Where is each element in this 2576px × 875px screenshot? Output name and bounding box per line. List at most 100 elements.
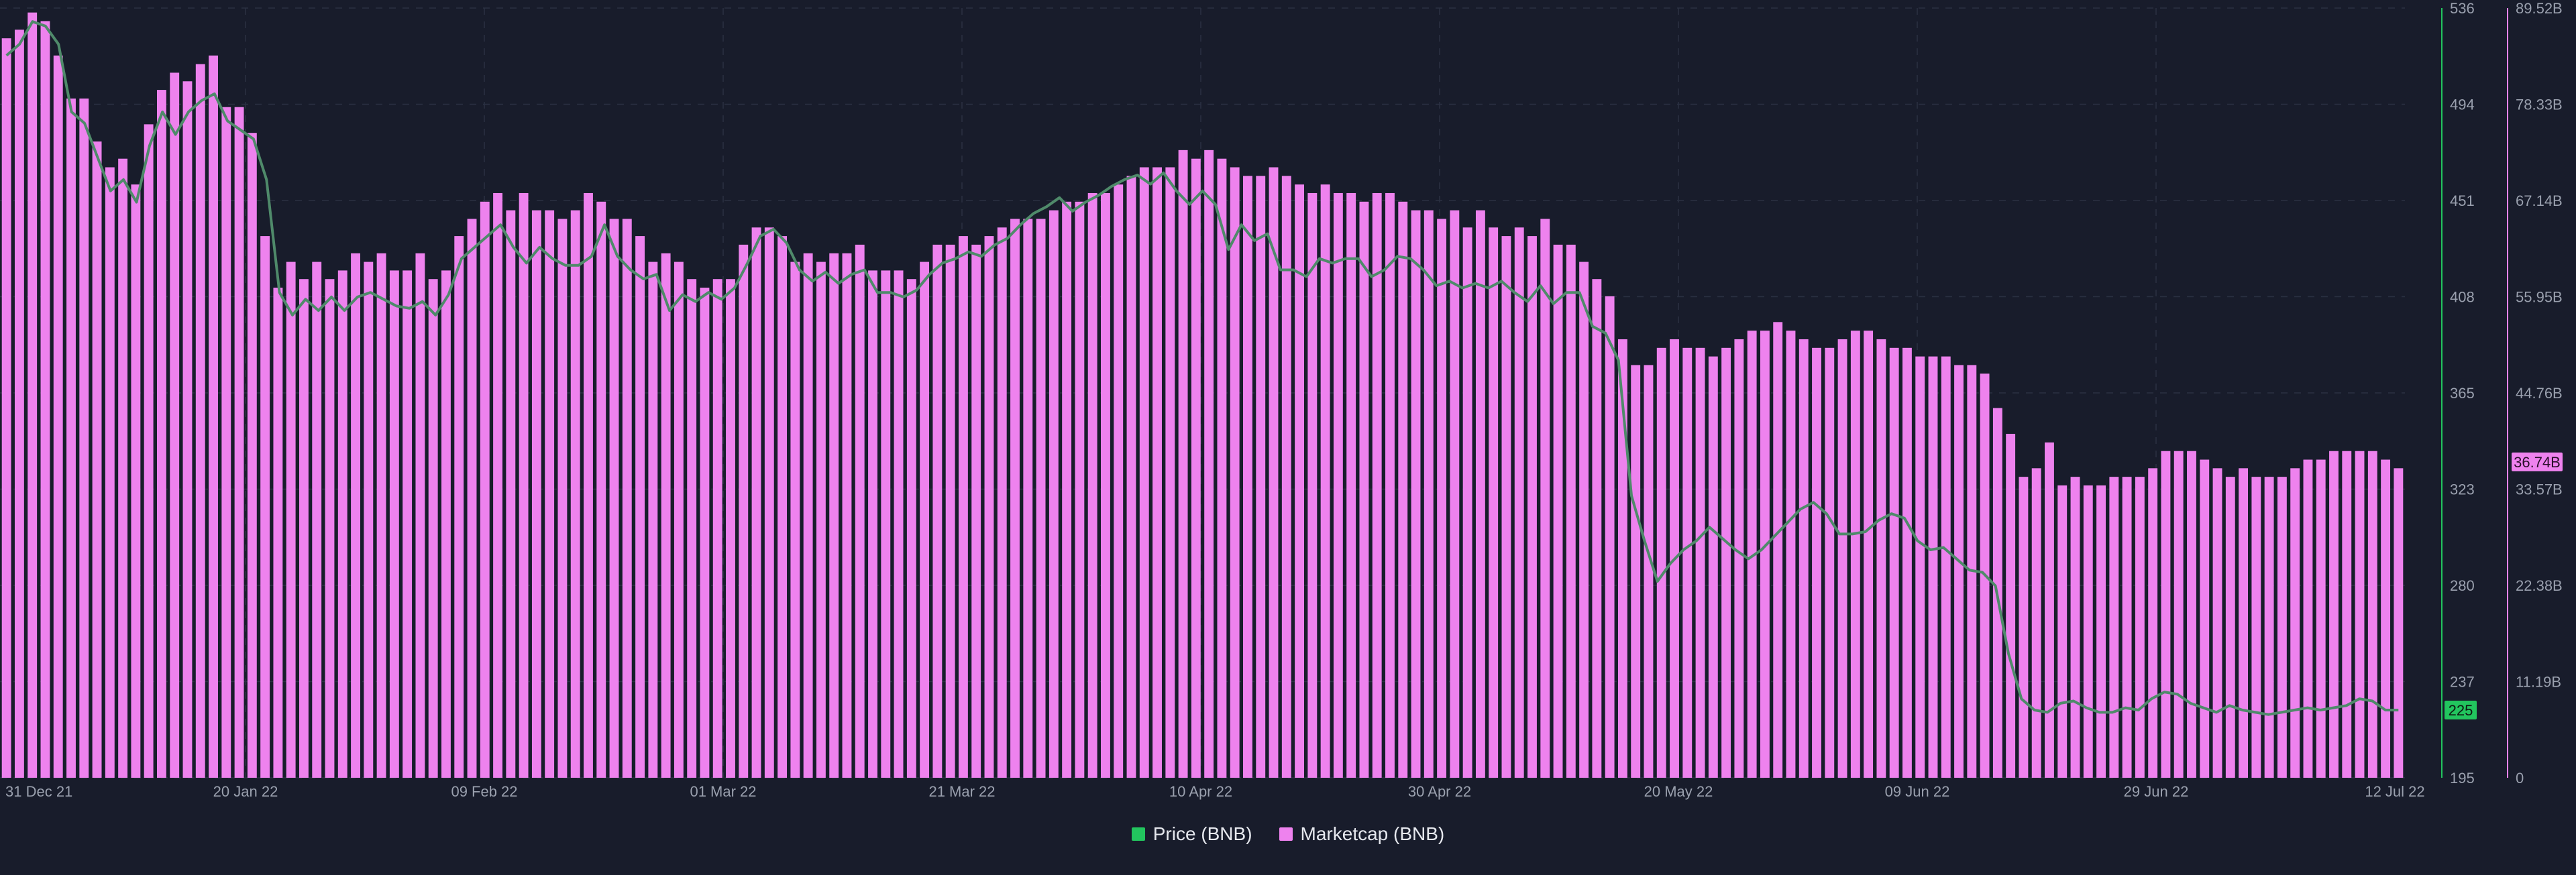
price-axis-tick: 365 [2450,385,2475,402]
marketcap-bar [2303,459,2313,778]
marketcap-bar [2200,459,2210,778]
marketcap-bar [182,81,193,778]
marketcap-bar [66,98,76,778]
legend: Price (BNB) Marketcap (BNB) [0,823,2576,845]
marketcap-bar [1256,176,1266,778]
marketcap-bar [1114,184,1124,778]
marketcap-bar [2006,434,2016,778]
marketcap-axis-tick: 55.95B [2516,289,2563,306]
marketcap-bar [984,236,994,778]
legend-item-price[interactable]: Price (BNB) [1131,823,1252,845]
marketcap-bar [1139,167,1149,778]
marketcap-bar [2187,451,2196,778]
marketcap-axis-tick: 78.33B [2516,97,2563,113]
marketcap-bar [1087,192,1097,778]
marketcap-bar [570,210,580,778]
marketcap-bar [1204,150,1214,778]
marketcap-bar [351,253,360,778]
marketcap-bar [1553,244,1563,778]
legend-swatch-marketcap [1279,827,1293,841]
marketcap-bar [312,261,322,778]
marketcap-bar [1,38,11,778]
marketcap-bar [209,55,218,778]
marketcap-bar [545,210,555,778]
marketcap-bar [1656,347,1666,778]
marketcap-bar [1049,210,1059,778]
x-tick-label: 31 Dec 21 [5,783,72,800]
marketcap-bar [674,261,684,778]
marketcap-bar [1462,227,1472,778]
marketcap-bar [1617,339,1627,778]
legend-swatch-price [1131,827,1145,841]
marketcap-bar [53,55,63,778]
x-tick-label: 20 Jan 22 [213,783,278,800]
marketcap-bar [881,270,891,778]
marketcap-current-label: 36.74B [2514,454,2561,471]
x-tick-label: 29 Jun 22 [2124,783,2189,800]
marketcap-bar [1023,219,1033,778]
marketcap-bar [1126,176,1136,778]
marketcap-bar [273,288,283,778]
marketcap-bar [2342,451,2352,778]
marketcap-bar [454,236,464,778]
marketcap-bar [1889,347,1899,778]
marketcap-bar [584,192,593,778]
marketcap-bar [1902,347,1912,778]
marketcap-bar [1799,339,1809,778]
marketcap-bar [92,141,102,778]
marketcap-bar [1540,219,1550,778]
marketcap-bar [1644,365,1654,778]
marketcap-bar [531,210,541,778]
marketcap-bar [1062,201,1072,778]
marketcap-bar [1269,167,1279,778]
x-tick-label: 30 Apr 22 [1408,783,1471,800]
marketcap-bar [971,244,981,778]
marketcap-bar [506,210,516,778]
marketcap-bar [1489,227,1499,778]
marketcap-bar [1915,356,1925,778]
marketcap-bar [945,244,955,778]
marketcap-bar [14,30,24,778]
marketcap-bar [596,201,606,778]
legend-item-marketcap[interactable]: Marketcap (BNB) [1279,823,1444,845]
marketcap-axis-tick: 33.57B [2516,481,2563,498]
marketcap-bar [2290,468,2300,778]
marketcap-bar [1527,236,1537,778]
x-tick-label: 01 Mar 22 [690,783,756,800]
marketcap-bar [28,12,38,778]
marketcap-bar [1437,219,1447,778]
marketcap-bar [1385,192,1395,778]
marketcap-bar [687,279,697,778]
marketcap-bar [2045,442,2054,778]
marketcap-bar [234,107,244,778]
marketcap-bar [648,261,658,778]
marketcap-bar [2019,477,2029,778]
price-axis-tick: 408 [2450,289,2475,306]
price-axis-tick: 536 [2450,0,2475,17]
marketcap-bar [1501,236,1511,778]
marketcap-bar [2070,477,2080,778]
marketcap-bar [195,64,205,778]
marketcap-bar [661,253,671,778]
legend-label-price: Price (BNB) [1152,823,1252,844]
marketcap-bar [2355,451,2365,778]
marketcap-axis-tick: 11.19B [2516,674,2561,691]
marketcap-bar [906,279,916,778]
marketcap-bar [557,219,568,778]
x-tick-label: 21 Mar 22 [928,783,995,800]
marketcap-current-badge [2512,452,2563,471]
marketcap-bar [1812,347,1821,778]
marketcap-bar [1837,339,1847,778]
marketcap-bar [2148,468,2158,778]
marketcap-bar [2329,451,2339,778]
marketcap-bar [868,270,877,778]
marketcap-bar [997,227,1007,778]
marketcap-bar [1825,347,1835,778]
marketcap-bar [1850,331,1860,778]
marketcap-bar [156,90,166,778]
marketcap-bar [1450,210,1460,778]
marketcap-bar [1178,150,1188,778]
marketcap-axis-tick: 67.14B [2516,192,2563,209]
marketcap-bar [2316,459,2326,778]
